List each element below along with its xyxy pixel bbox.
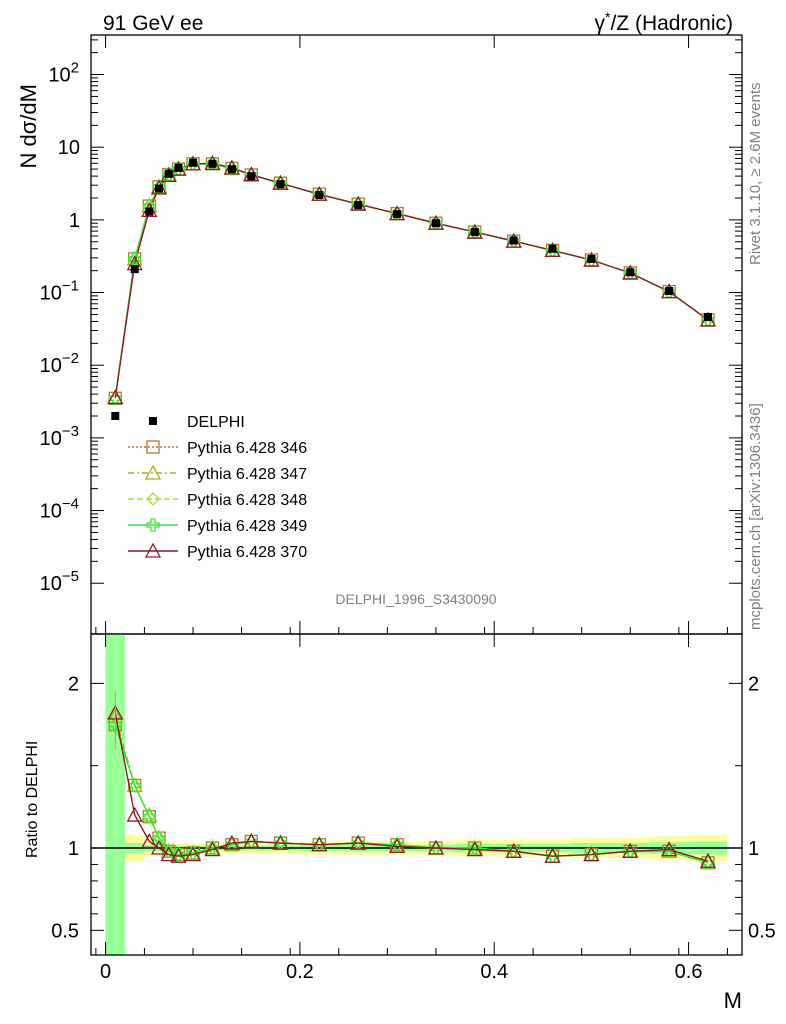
x-axis-label: M (724, 988, 742, 1013)
series-line-5 (114, 162, 709, 398)
y-tick-label: 102 (48, 60, 79, 87)
data-point (509, 236, 518, 245)
legend-label-4: Pythia 6.428 349 (187, 518, 307, 535)
series-4-point (128, 252, 142, 266)
y-tick-label: 10−3 (40, 423, 79, 450)
series-line-2 (114, 163, 709, 398)
ratio-5-point (243, 833, 260, 849)
legend-marker-1 (146, 440, 160, 454)
legend-label-2: Pythia 6.428 347 (187, 466, 307, 483)
x-tick-label: 0.6 (675, 961, 703, 983)
ratio-5-point (160, 846, 177, 862)
legend-label-1: Pythia 6.428 346 (187, 440, 307, 457)
data-point (665, 286, 674, 295)
legend-marker-2 (144, 464, 162, 480)
data-point (626, 268, 635, 277)
data-point (548, 244, 557, 253)
ratio-y-tick-label: 1 (68, 838, 79, 860)
ratio-5-point (184, 846, 202, 862)
y-tick-label: 10−4 (40, 496, 79, 523)
data-point (315, 190, 324, 199)
ratio-y-tick-label: 0.5 (51, 920, 79, 942)
y-tick-label: 10−5 (40, 568, 79, 595)
ratio-5-point (272, 834, 289, 850)
data-point (247, 172, 256, 181)
header-left: 91 GeV ee (103, 12, 203, 35)
series-line-4 (114, 163, 709, 399)
ratio-y-axis-label: Ratio to DELPHI (24, 741, 41, 858)
ratio-4-point (162, 844, 176, 858)
ratio-5-point (699, 852, 717, 868)
ratio-5-point (505, 842, 522, 858)
data-point (393, 210, 402, 219)
y-tick-label: 1 (69, 210, 80, 232)
ratio-5-point (126, 806, 143, 822)
ratio-5-point (223, 834, 240, 850)
ratio-5-point (204, 841, 221, 857)
rivet-label: Rivet 3.1.10, ≥ 2.6M events (747, 83, 764, 266)
data-point (155, 184, 164, 193)
data-point (276, 180, 285, 189)
data-point (703, 313, 712, 322)
main-y-axis-label: N dσ/dM (16, 84, 41, 169)
ratio-plot-frame (90, 633, 743, 956)
x-tick-label: 0 (100, 961, 111, 983)
legend-marker-3 (146, 492, 160, 506)
x-tick-label: 0.4 (480, 961, 508, 983)
data-point (189, 158, 198, 167)
legend-marker-4 (146, 518, 160, 532)
data-point (431, 219, 440, 228)
y-tick-label: 10−2 (40, 350, 79, 377)
ratio-5-point (350, 834, 367, 850)
ratio-5-point (311, 836, 328, 852)
ratio-5-point (388, 837, 406, 854)
ratio-5-point (466, 841, 483, 857)
header-right: γ*/Z (Hadronic) (595, 9, 733, 35)
ratio-5-point (544, 847, 561, 863)
legend-label-data: DELPHI (187, 414, 245, 431)
data-point (470, 228, 479, 237)
ratio-y-tick-label: 2 (68, 673, 79, 695)
ratio-y-tick-label-right: 2 (748, 673, 759, 695)
series-line-3 (114, 163, 709, 399)
legend-marker-5 (144, 542, 162, 558)
data-point (145, 207, 154, 216)
ratio-4-point (142, 810, 156, 824)
series-5-point (107, 389, 124, 405)
ratio-5-point (150, 839, 168, 855)
data-point (111, 411, 120, 420)
series-line-1 (114, 163, 709, 399)
data-point (227, 165, 236, 174)
series-4-point (108, 391, 122, 405)
x-tick-label: 0.2 (286, 961, 314, 983)
ratio-5-point (622, 842, 639, 858)
legend-label-5: Pythia 6.428 370 (187, 544, 307, 561)
ratio-5-point (427, 839, 445, 855)
ratio-4-point (701, 856, 715, 870)
ratio-5-point (170, 847, 187, 863)
data-point (174, 163, 183, 172)
ratio-5-point (141, 833, 158, 849)
ratio-5-point (583, 846, 600, 862)
y-tick-label: 10−1 (40, 278, 79, 305)
mcplots-label: mcplots.cern.ch [arXiv:1306.3436] (747, 403, 764, 630)
ratio-y-tick-label-right: 0.5 (748, 920, 776, 942)
data-point (354, 201, 363, 210)
uncertainty-band-green (105, 634, 126, 955)
ratio-y-tick-label-right: 1 (748, 838, 759, 860)
legend-label-3: Pythia 6.428 348 (187, 492, 307, 509)
data-point (164, 169, 173, 178)
data-point (208, 159, 217, 168)
data-point (587, 254, 596, 263)
data-point (130, 265, 139, 274)
ratio-5-point (661, 841, 678, 857)
legend-marker-data (149, 417, 157, 425)
analysis-label: DELPHI_1996_S3430090 (335, 591, 496, 607)
y-tick-label: 10 (58, 137, 80, 159)
